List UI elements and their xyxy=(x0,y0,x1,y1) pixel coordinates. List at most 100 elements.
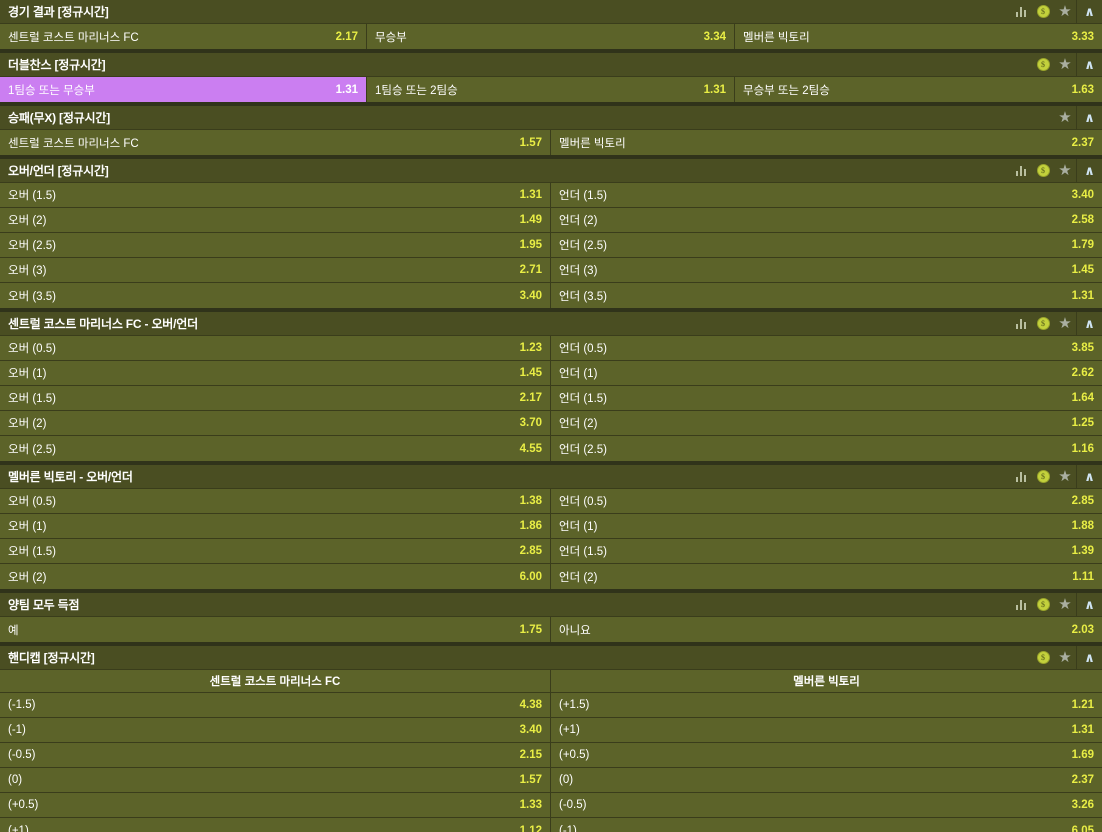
odds-row: 오버 (1) 1.86 언더 (1) 1.88 xyxy=(0,514,1102,539)
odds-label: 언더 (1.5) xyxy=(559,393,608,405)
odds-cell[interactable]: 오버 (3) 2.71 xyxy=(0,258,551,282)
odds-cell[interactable]: 예 1.75 xyxy=(0,617,551,642)
odds-cell[interactable]: (-1) 3.40 xyxy=(0,718,551,742)
odds-cell[interactable]: 언더 (1.5) 1.39 xyxy=(551,539,1102,563)
odds-cell[interactable]: 오버 (3.5) 3.40 xyxy=(0,283,551,308)
bar-chart-icon[interactable] xyxy=(1010,159,1032,183)
odds-cell[interactable]: 언더 (2.5) 1.79 xyxy=(551,233,1102,257)
odds-cell[interactable]: 언더 (2.5) 1.16 xyxy=(551,436,1102,461)
chevron-up-icon[interactable]: ∧ xyxy=(1076,645,1102,670)
bar-chart-icon[interactable] xyxy=(1010,312,1032,336)
odds-value: 1.45 xyxy=(519,367,542,379)
odds-cell[interactable]: 센트럴 코스트 마리너스 FC 1.57 xyxy=(0,130,551,155)
star-icon[interactable]: ★ xyxy=(1054,593,1076,617)
chevron-up-icon[interactable]: ∧ xyxy=(1076,158,1102,183)
odds-cell[interactable]: 아니요 2.03 xyxy=(551,617,1102,642)
odds-cell[interactable]: (0) 1.57 xyxy=(0,768,551,792)
odds-cell[interactable]: 언더 (3.5) 1.31 xyxy=(551,283,1102,308)
odds-cell[interactable]: (+1) 1.31 xyxy=(551,718,1102,742)
odds-label: 오버 (2.5) xyxy=(8,240,57,252)
chevron-glyph: ∧ xyxy=(1084,650,1095,665)
odds-cell[interactable]: 오버 (2) 1.49 xyxy=(0,208,551,232)
coin-dollar-icon[interactable]: $ xyxy=(1032,465,1054,489)
market-header[interactable]: 핸디캡 [정규시간] $ ★ ∧ xyxy=(0,645,1102,670)
odds-cell[interactable]: 오버 (1) 1.86 xyxy=(0,514,551,538)
market-header[interactable]: 경기 결과 [정규시간] $ ★ ∧ xyxy=(0,0,1102,24)
odds-cell[interactable]: 무승부 3.34 xyxy=(367,24,735,49)
odds-cell[interactable]: 언더 (1) 1.88 xyxy=(551,514,1102,538)
market-header[interactable]: 승패(무X) [정규시간] ★ ∧ xyxy=(0,105,1102,130)
odds-label: 언더 (1) xyxy=(559,368,598,380)
coin-dollar-icon[interactable]: $ xyxy=(1032,159,1054,183)
coin-dollar-icon[interactable]: $ xyxy=(1032,646,1054,670)
odds-cell[interactable]: 언더 (0.5) 3.85 xyxy=(551,336,1102,360)
odds-cell-selected[interactable]: 1팀승 또는 무승부 1.31 xyxy=(0,77,367,102)
chevron-up-icon[interactable]: ∧ xyxy=(1076,464,1102,489)
star-icon[interactable]: ★ xyxy=(1054,106,1076,130)
odds-cell[interactable]: 언더 (1.5) 3.40 xyxy=(551,183,1102,207)
chevron-up-icon[interactable]: ∧ xyxy=(1076,105,1102,130)
odds-cell[interactable]: 언더 (1) 2.62 xyxy=(551,361,1102,385)
star-glyph: ★ xyxy=(1058,315,1072,332)
odds-cell[interactable]: 멜버른 빅토리 3.33 xyxy=(735,24,1102,49)
chevron-up-icon[interactable]: ∧ xyxy=(1076,0,1102,24)
bar-chart-icon[interactable] xyxy=(1010,593,1032,617)
odds-cell[interactable]: (+0.5) 1.69 xyxy=(551,743,1102,767)
odds-cell[interactable]: 언더 (3) 1.45 xyxy=(551,258,1102,282)
star-icon[interactable]: ★ xyxy=(1054,53,1076,77)
bar-chart-icon[interactable] xyxy=(1010,0,1032,24)
coin-dollar-icon[interactable]: $ xyxy=(1032,53,1054,77)
star-icon[interactable]: ★ xyxy=(1054,465,1076,489)
market-header-icons: $ ★ ∧ xyxy=(1032,645,1102,670)
star-icon[interactable]: ★ xyxy=(1054,159,1076,183)
star-icon[interactable]: ★ xyxy=(1054,312,1076,336)
market-header-icons: ★ ∧ xyxy=(1054,105,1102,130)
coin-dollar-icon[interactable]: $ xyxy=(1032,0,1054,24)
odds-value: 2.58 xyxy=(1071,214,1094,226)
odds-cell[interactable]: 오버 (2) 6.00 xyxy=(0,564,551,589)
odds-cell[interactable]: (+0.5) 1.33 xyxy=(0,793,551,817)
odds-cell[interactable]: (-1) 6.05 xyxy=(551,818,1102,832)
coin-dollar-icon[interactable]: $ xyxy=(1032,593,1054,617)
odds-cell[interactable]: 멜버른 빅토리 2.37 xyxy=(551,130,1102,155)
odds-cell[interactable]: (-0.5) 2.15 xyxy=(0,743,551,767)
odds-cell[interactable]: 무승부 또는 2팀승 1.63 xyxy=(735,77,1102,102)
odds-value: 2.37 xyxy=(1071,774,1094,786)
odds-cell[interactable]: 오버 (2.5) 1.95 xyxy=(0,233,551,257)
odds-cell[interactable]: 오버 (1.5) 2.85 xyxy=(0,539,551,563)
odds-cell[interactable]: 오버 (1.5) 1.31 xyxy=(0,183,551,207)
chevron-up-icon[interactable]: ∧ xyxy=(1076,592,1102,617)
market-header[interactable]: 양팀 모두 득점 $ ★ ∧ xyxy=(0,592,1102,617)
odds-cell[interactable]: 오버 (0.5) 1.23 xyxy=(0,336,551,360)
odds-cell[interactable]: (+1.5) 1.21 xyxy=(551,693,1102,717)
market-header[interactable]: 센트럴 코스트 마리너스 FC - 오버/언더 $ ★ ∧ xyxy=(0,311,1102,336)
market-header[interactable]: 더블찬스 [정규시간] $ ★ ∧ xyxy=(0,52,1102,77)
odds-cell[interactable]: (-1.5) 4.38 xyxy=(0,693,551,717)
odds-cell[interactable]: 오버 (0.5) 1.38 xyxy=(0,489,551,513)
odds-cell[interactable]: 센트럴 코스트 마리너스 FC 2.17 xyxy=(0,24,367,49)
odds-cell[interactable]: (0) 2.37 xyxy=(551,768,1102,792)
odds-cell[interactable]: 오버 (1) 1.45 xyxy=(0,361,551,385)
odds-cell[interactable]: 언더 (1.5) 1.64 xyxy=(551,386,1102,410)
odds-label: 1팀승 또는 무승부 xyxy=(8,84,95,97)
coin-dollar-icon[interactable]: $ xyxy=(1032,312,1054,336)
odds-cell[interactable]: 1팀승 또는 2팀승 1.31 xyxy=(367,77,735,102)
odds-cell[interactable]: (-0.5) 3.26 xyxy=(551,793,1102,817)
odds-row: 오버 (2.5) 4.55 언더 (2.5) 1.16 xyxy=(0,436,1102,461)
odds-cell[interactable]: 언더 (2) 1.25 xyxy=(551,411,1102,435)
bar-chart-icon[interactable] xyxy=(1010,465,1032,489)
market-header[interactable]: 오버/언더 [정규시간] $ ★ ∧ xyxy=(0,158,1102,183)
star-icon[interactable]: ★ xyxy=(1054,646,1076,670)
chevron-up-icon[interactable]: ∧ xyxy=(1076,52,1102,77)
chevron-glyph: ∧ xyxy=(1084,110,1095,125)
odds-cell[interactable]: (+1) 1.12 xyxy=(0,818,551,832)
odds-cell[interactable]: 오버 (1.5) 2.17 xyxy=(0,386,551,410)
market-header[interactable]: 멜버른 빅토리 - 오버/언더 $ ★ ∧ xyxy=(0,464,1102,489)
odds-cell[interactable]: 언더 (2) 2.58 xyxy=(551,208,1102,232)
odds-cell[interactable]: 오버 (2.5) 4.55 xyxy=(0,436,551,461)
odds-cell[interactable]: 언더 (2) 1.11 xyxy=(551,564,1102,589)
chevron-up-icon[interactable]: ∧ xyxy=(1076,311,1102,336)
star-icon[interactable]: ★ xyxy=(1054,0,1076,24)
odds-cell[interactable]: 오버 (2) 3.70 xyxy=(0,411,551,435)
odds-cell[interactable]: 언더 (0.5) 2.85 xyxy=(551,489,1102,513)
